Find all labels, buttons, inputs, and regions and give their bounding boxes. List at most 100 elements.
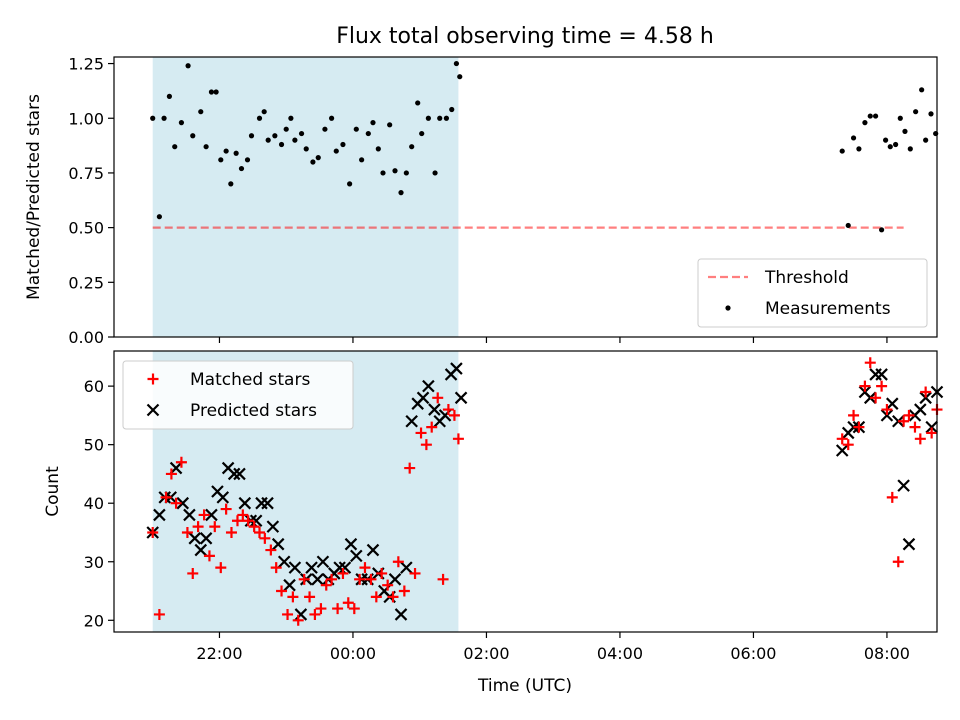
bottom-panel-x-axis-label: Time (UTC) [477,676,572,696]
predicted-star-marker [886,397,899,410]
predicted-star-marker [188,532,202,545]
measurement-point [893,141,899,148]
legend-predicted-swatch [146,403,160,417]
y-tick-label: 40 [84,494,104,513]
measurement-point [897,115,903,121]
predicted-star-marker [153,508,166,522]
measurement-point [415,100,421,106]
top-panel-legend: Threshold Measurements [697,258,928,328]
measurement-point [387,122,393,128]
measurement-point [375,146,381,152]
measurement-point [265,137,271,143]
measurement-point [256,115,263,121]
measurement-point [218,157,224,163]
predicted-star-marker [422,379,435,393]
predicted-star-marker [288,561,302,574]
measurement-point [310,159,316,165]
predicted-star-marker [227,467,241,481]
measurement-point [370,120,376,126]
top-panel-x-ticks [218,337,888,343]
measurement-point [244,157,251,163]
predicted-star-marker [249,514,263,528]
matched-star-marker [337,567,349,579]
matched-star-marker [315,603,327,615]
measurement-point [453,60,460,67]
measurement-point [233,150,239,156]
measurement-point [292,137,298,143]
predicted-star-marker [835,444,849,457]
measurement-point [156,214,162,220]
measurement-point [878,227,885,233]
measurement-point [850,135,857,141]
measurement-point [223,148,229,154]
legend-matched-label: Matched stars [190,370,310,390]
measurement-point [839,148,845,154]
predicted-star-marker [283,578,296,592]
predicted-star-marker [388,573,402,586]
matched-star-marker [332,603,344,615]
matched-star-marker [848,409,860,421]
measurement-point [923,137,929,143]
measurement-point [261,109,267,115]
measurement-point [198,109,204,115]
top-panel-shaded-region [152,57,459,337]
matched-star-marker [175,456,187,468]
measurement-point [190,133,196,139]
figure-title: Flux total observing time = 4.58 h [336,24,714,49]
matched-star-marker [404,462,416,474]
matched-star-marker [409,567,421,579]
x-tick-label: 04:00 [597,644,643,663]
top-panel-y-axis-label: Matched/Predicted stars [24,94,44,300]
measurement-point [298,130,305,137]
bottom-panel-frame [113,350,938,633]
matched-star-marker [165,468,177,480]
predicted-star-marker [450,362,463,375]
predicted-star-marker [416,391,430,405]
measurement-point [213,89,219,95]
measurement-point [208,89,215,95]
predicted-star-marker [919,391,932,405]
measurement-point [185,63,191,69]
top-panel: 0.00 0.25 0.50 0.75 1.00 1.25 Matched/Predict… [24,55,939,347]
matched-star-marker [914,433,926,445]
predicted-star-marker [194,543,208,557]
measurement-point [867,113,873,119]
predicted-star-marker [338,561,352,574]
matched-star-marker [376,567,388,579]
matched-star-marker [320,579,332,591]
measurement-point [419,130,425,137]
y-tick-label: 20 [84,611,104,630]
matched-star-marker [282,608,294,620]
matched-star-marker [326,573,338,585]
matched-star-marker [248,521,260,533]
measurement-point [437,115,443,121]
matched-star-marker [304,591,316,603]
bottom-panel: 20 30 40 50 60 22:00 00:00 02:00 04:00 06:00 08:0… [43,350,944,696]
matched-star-marker [853,421,865,433]
measurement-point [403,170,409,176]
y-tick-label: 1.00 [68,109,104,128]
matched-star-marker [432,392,444,404]
measurement-point [919,87,925,93]
predicted-star-marker [914,403,927,416]
predicted-star-marker [925,420,938,434]
y-tick-label: 0.75 [68,164,104,183]
matched-star-marker [442,404,454,416]
measurement-point [315,155,321,161]
measurement-point [887,144,893,150]
matched-star-marker [170,497,182,509]
measurement-point [166,93,173,99]
matched-star-marker [881,404,893,416]
x-tick-label: 22:00 [196,644,242,663]
measurement-point [856,146,862,152]
measurement-point [365,130,371,137]
top-panel-series [150,60,939,233]
measurement-point [150,115,156,121]
measurement-point [347,181,353,187]
legend-threshold-label: Threshold [764,268,849,288]
top-panel-frame [113,56,938,338]
matched-star-marker [426,421,438,433]
bottom-panel-x-ticks: 22:00 00:00 02:00 04:00 06:00 08:00 [196,632,910,663]
matched-star-marker [909,421,921,433]
legend-box [122,360,354,430]
